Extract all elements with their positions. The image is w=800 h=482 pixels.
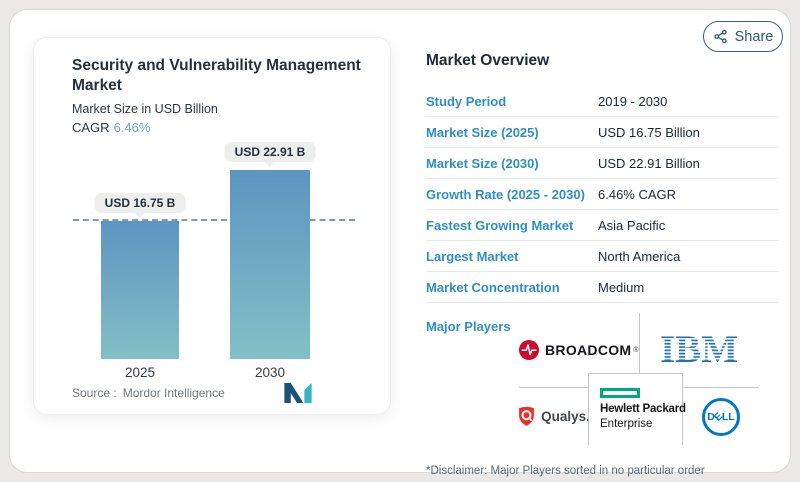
hpe-wordmark-line2: Enterprise [600,417,653,430]
players-row-1: BROADCOM ® IBM [519,313,759,387]
row-value: North America [598,248,681,264]
row-value: 2019 - 2030 [598,93,668,109]
broadcom-pulse-icon [519,340,539,360]
source-value: Mordor Intelligence [122,386,225,400]
row-label: Market Concentration [426,279,560,295]
table-row: Market Concentration Medium [426,272,778,303]
chart-subtitle: Market Size in USD Billion [72,102,218,116]
report-card-frame: Security and Vulnerability Management Ma… [9,9,791,477]
row-value: USD 22.91 Billion [598,155,700,171]
market-chart-card: Security and Vulnerability Management Ma… [33,37,391,415]
player-hpe: Hewlett Packard Enterprise [588,373,686,445]
bar-2030-value-badge: USD 22.91 B [224,142,316,162]
table-row: Market Size (2030) USD 22.91 Billion [426,148,778,179]
row-value: 6.46% CAGR [598,186,677,202]
bar-2030 [230,170,310,359]
players-grid: BROADCOM ® IBM [519,313,759,445]
row-value: USD 16.75 Billion [598,124,700,140]
share-icon [713,29,727,44]
qualys-wordmark: Qualys. [541,409,590,424]
row-value: Medium [598,279,645,295]
source-label: Source : [72,386,117,400]
dell-letter: L [728,410,735,423]
row-label: Market Size (2030) [426,155,539,171]
cagr-value: 6.46% [113,120,151,135]
row-label: Largest Market [426,248,519,264]
hpe-green-rect-icon [600,388,640,399]
hpe-wordmark-line1: Hewlett Packard [600,403,686,416]
share-label: Share [734,28,774,45]
player-qualys: Qualys. [517,387,590,445]
player-ibm: IBM [640,313,759,387]
overview-table: Study Period 2019 - 2030 Market Size (20… [426,86,778,303]
broadcom-logo: BROADCOM ® [519,340,639,360]
row-label: Study Period [426,93,507,109]
market-overview-panel: Market Overview Study Period 2019 - 2030… [426,52,778,477]
chart-title: Security and Vulnerability Management Ma… [72,57,361,95]
qualys-logo: Qualys. [517,406,590,427]
source-row: Source : Mordor Intelligence [72,383,354,403]
ibm-logo: IBM [656,334,743,367]
row-value: Asia Pacific [598,217,666,233]
row-label: Growth Rate (2025 - 2030) [426,186,585,202]
major-players-label: Major Players [426,319,511,334]
bar-chart-plot: USD 16.75 B USD 22.91 B 2025 2030 [73,131,355,380]
table-row: Growth Rate (2025 - 2030) 6.46% CAGR [426,179,778,210]
disclaimer-text: *Disclaimer: Major Players sorted in no … [426,465,705,477]
table-row: Largest Market North America [426,241,778,272]
table-row: Fastest Growing Market Asia Pacific [426,210,778,241]
cagr-label: CAGR [72,120,110,135]
major-players-section: Major Players BROADCOM ® [426,313,778,445]
broadcom-wordmark: BROADCOM [545,342,632,358]
dell-letter: D [707,410,715,423]
qualys-shield-icon [519,406,534,426]
row-label: Fastest Growing Market [426,217,574,233]
reference-dashed-line [73,218,355,221]
table-row: Study Period 2019 - 2030 [426,86,778,117]
panel-title: Market Overview [426,52,550,69]
bar-2025-value-badge: USD 16.75 B [94,192,186,213]
table-row: Market Size (2025) USD 16.75 Billion [426,117,778,148]
x-axis-label-2025: 2025 [124,365,156,380]
dell-letter: L [721,410,729,423]
row-label: Market Size (2025) [426,124,539,140]
broadcom-reg-mark: ® [633,347,639,354]
mordor-intelligence-logo-icon [284,383,312,403]
bar-2025 [101,220,179,359]
cagr-line: CAGR 6.46% [72,120,150,135]
x-axis-label-2030: 2030 [254,365,286,380]
player-broadcom: BROADCOM ® [519,313,640,387]
share-button[interactable]: Share [703,21,783,52]
